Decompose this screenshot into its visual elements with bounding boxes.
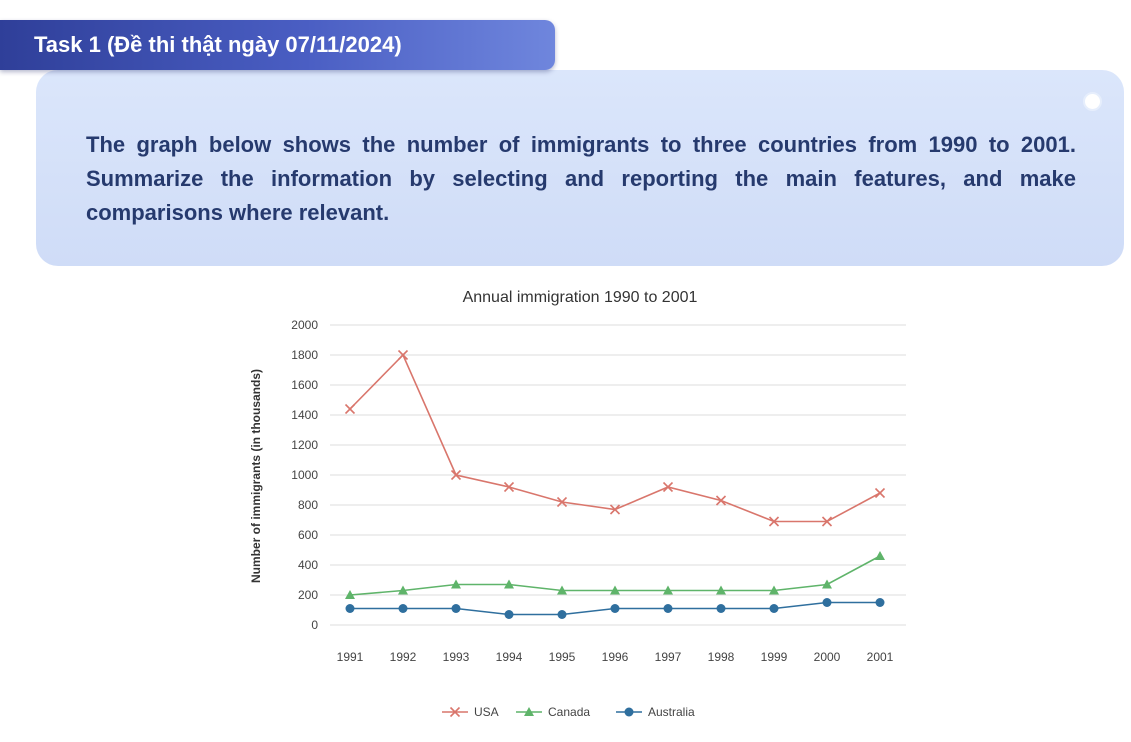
data-point-australia xyxy=(557,610,567,619)
y-tick-label: 1000 xyxy=(291,468,318,482)
task-tab: Task 1 (Đề thi thật ngày 07/11/2024) xyxy=(0,20,555,70)
line-chart: Annual immigration 1990 to 2001 Number o… xyxy=(249,289,906,719)
series-canada xyxy=(345,551,885,599)
data-point-canada xyxy=(822,579,832,589)
data-point-canada xyxy=(557,585,567,595)
data-point-usa xyxy=(768,516,780,527)
grid-lines xyxy=(330,324,906,626)
legend-label: Australia xyxy=(648,705,695,719)
x-tick-label: 2000 xyxy=(814,650,841,664)
y-tick-label: 1800 xyxy=(291,348,318,362)
x-tick-label: 1993 xyxy=(443,650,470,664)
legend-item-usa: USA xyxy=(442,705,499,719)
x-tick-label: 1998 xyxy=(708,650,735,664)
data-point-canada xyxy=(875,551,885,560)
data-point-australia xyxy=(716,604,726,613)
legend-label: USA xyxy=(474,705,499,719)
data-point-usa xyxy=(821,516,833,527)
y-axis-ticks: 0 200 400 600 800 1000 1200 1400 1600 1800 2000 xyxy=(291,318,318,632)
data-point-australia xyxy=(610,604,620,613)
series-lines xyxy=(344,349,886,619)
decorative-dot-icon xyxy=(1083,92,1102,111)
legend-item-canada: Canada xyxy=(516,705,590,719)
data-point-canada xyxy=(451,579,461,589)
data-point-canada xyxy=(504,579,514,589)
legend-swatch-marker xyxy=(449,706,461,718)
task-label: Task 1 (Đề thi thật ngày 07/11/2024) xyxy=(34,32,402,57)
y-axis-title: Number of immigrants (in thousands) xyxy=(249,369,263,583)
chart-panel: Annual immigration 1990 to 2001 Number o… xyxy=(234,276,922,736)
data-point-usa xyxy=(662,481,674,493)
y-tick-label: 200 xyxy=(298,588,318,602)
series-usa xyxy=(344,349,886,527)
chart-title: Annual immigration 1990 to 2001 xyxy=(463,289,698,306)
data-point-canada xyxy=(398,585,408,595)
x-tick-label: 1996 xyxy=(602,650,629,664)
x-tick-label: 1997 xyxy=(655,650,682,664)
data-point-australia xyxy=(663,604,673,613)
x-tick-label: 2001 xyxy=(867,650,894,664)
data-point-canada xyxy=(610,585,620,595)
y-tick-label: 400 xyxy=(298,558,318,572)
data-point-usa xyxy=(503,481,515,493)
data-point-canada xyxy=(345,590,355,599)
x-tick-label: 1991 xyxy=(337,650,364,664)
y-tick-label: 1200 xyxy=(291,438,318,452)
x-tick-label: 1992 xyxy=(390,650,417,664)
series-line-usa xyxy=(349,353,881,523)
y-tick-label: 1400 xyxy=(291,408,318,422)
data-point-usa xyxy=(450,469,462,481)
x-tick-label: 1995 xyxy=(549,650,576,664)
data-point-australia xyxy=(504,610,514,619)
legend-label: Canada xyxy=(548,705,590,719)
x-tick-label: 1994 xyxy=(496,650,523,664)
x-axis-ticks: 1991 1992 1993 1994 1995 1996 1997 1998 1999 2000… xyxy=(337,650,894,664)
data-point-usa xyxy=(397,349,409,361)
y-tick-label: 600 xyxy=(298,528,318,542)
legend: USA Canada Australia xyxy=(442,705,695,719)
data-point-usa xyxy=(344,403,356,415)
prompt-text: The graph below shows the number of immi… xyxy=(86,132,1076,225)
data-point-usa xyxy=(556,496,568,508)
data-point-australia xyxy=(345,604,355,613)
data-point-canada xyxy=(716,585,726,595)
data-point-usa xyxy=(874,487,886,499)
legend-item-australia: Australia xyxy=(616,705,695,719)
data-point-canada xyxy=(769,585,779,595)
data-point-australia xyxy=(451,604,461,613)
legend-swatch-marker xyxy=(524,707,534,716)
data-point-canada xyxy=(663,585,673,595)
data-point-australia xyxy=(875,598,885,607)
data-point-australia xyxy=(398,604,408,613)
prompt-box: The graph below shows the number of immi… xyxy=(36,70,1124,266)
y-tick-label: 0 xyxy=(311,618,318,632)
x-tick-label: 1999 xyxy=(761,650,788,664)
y-tick-label: 800 xyxy=(298,498,318,512)
data-point-usa xyxy=(715,495,727,506)
data-point-australia xyxy=(822,598,832,607)
data-point-australia xyxy=(769,604,779,613)
series-australia xyxy=(345,598,885,619)
data-point-usa xyxy=(609,504,621,515)
y-tick-label: 1600 xyxy=(291,378,318,392)
legend-swatch-marker xyxy=(624,707,634,717)
y-tick-label: 2000 xyxy=(291,318,318,332)
